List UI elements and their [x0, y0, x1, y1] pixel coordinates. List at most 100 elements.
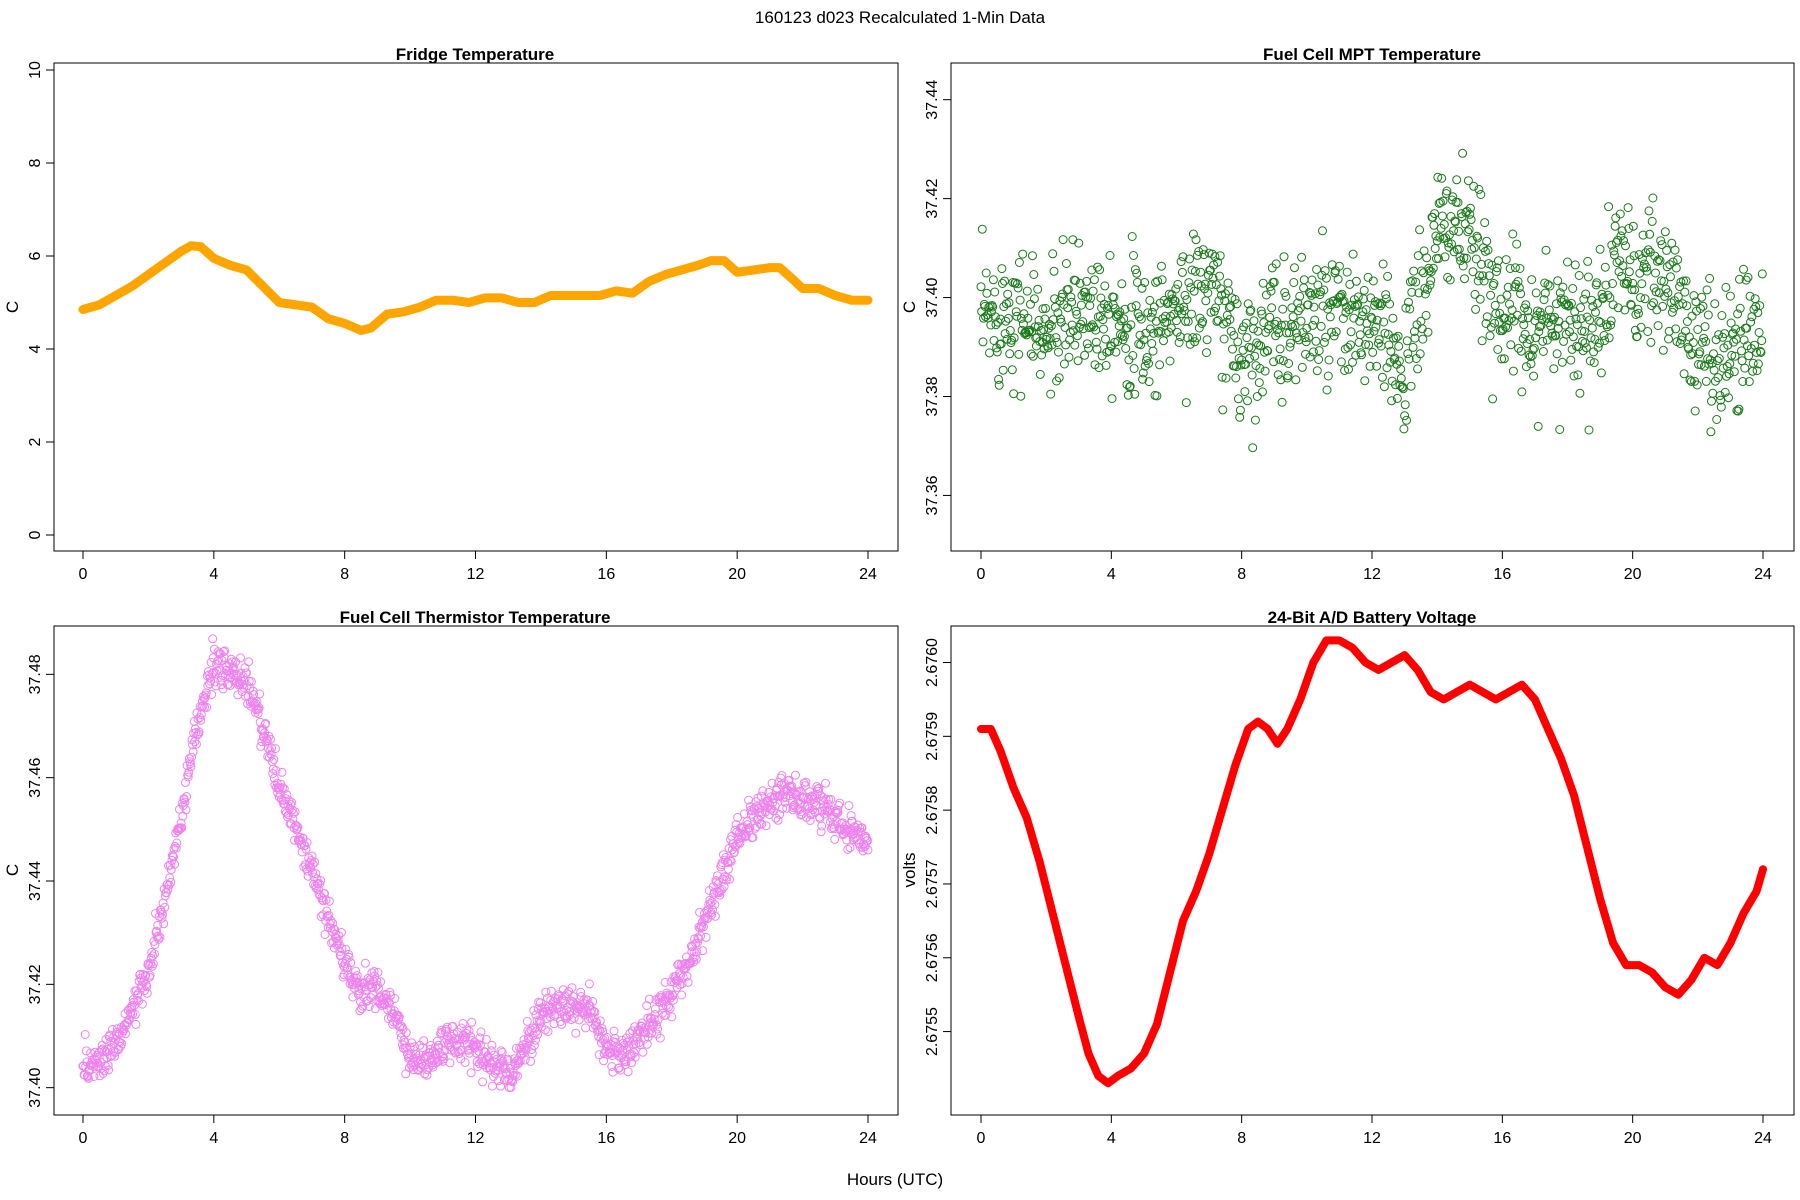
scatter-point [1475, 294, 1485, 304]
scatter-point [1660, 227, 1670, 237]
scatter-point [1381, 290, 1391, 300]
scatter-point [1149, 302, 1159, 312]
scatter-point [1247, 370, 1257, 380]
scatter-point [1125, 381, 1135, 391]
scatter-point [1129, 251, 1138, 260]
scatter-point [437, 1025, 447, 1035]
scatter-point [1470, 289, 1480, 299]
data-point [864, 296, 872, 304]
y-tick-label: 2 [27, 437, 44, 446]
scatter-point [1041, 303, 1050, 313]
data-point [733, 268, 741, 276]
scatter-point [1219, 334, 1229, 344]
scatter-point [1127, 302, 1136, 312]
scatter-point [246, 677, 256, 686]
scatter-point [1179, 306, 1189, 316]
scatter-point [1753, 308, 1763, 318]
scatter-point [1409, 266, 1419, 276]
data-point [1166, 969, 1174, 977]
scatter-point [1027, 327, 1037, 337]
scatter-point [652, 1020, 661, 1030]
scatter-point [1588, 302, 1598, 311]
data-point [1583, 843, 1591, 851]
scatter-point [543, 1027, 553, 1037]
scatter-point [103, 1061, 113, 1070]
scatter-point [1297, 252, 1307, 262]
scatter-point [267, 743, 277, 753]
scatter-point [1039, 344, 1049, 354]
scatter-point [1107, 394, 1117, 404]
scatter-point [1263, 346, 1273, 356]
y-tick-label: 37.40 [27, 1068, 44, 1108]
scatter-point [487, 1040, 497, 1050]
scatter-point [1467, 244, 1477, 254]
scatter-point [1636, 293, 1645, 303]
scatter-point [540, 1025, 550, 1035]
scatter-point [1589, 358, 1599, 368]
scatter-point [1128, 351, 1138, 360]
scatter-point [1395, 381, 1405, 390]
scatter-point [1743, 272, 1753, 282]
scatter-point [1748, 358, 1758, 368]
scatter-point [1000, 329, 1010, 339]
scatter-point [1404, 354, 1414, 364]
scatter-point [1353, 292, 1363, 302]
y-axis-label: volts [900, 853, 919, 888]
scatter-point [428, 1062, 438, 1072]
scatter-point [1712, 415, 1722, 424]
scatter-point [1048, 249, 1058, 259]
x-ticks: 0 4 8 12 16 20 24 [977, 1115, 1772, 1147]
scatter-point [1369, 326, 1379, 336]
scatter-point [1302, 323, 1312, 333]
scatter-point [153, 931, 163, 941]
scatter-point [237, 687, 247, 697]
x-tick-label: 4 [209, 1130, 218, 1147]
scatter-point [1529, 371, 1539, 381]
scatter-point [1053, 308, 1063, 318]
scatter-point [529, 1006, 539, 1016]
scatter-point [429, 1055, 439, 1065]
scatter-point [1300, 333, 1310, 343]
scatter-point [1715, 391, 1725, 401]
data-point [1264, 725, 1272, 733]
scatter-point [1301, 337, 1311, 347]
scatter-point [1638, 230, 1648, 240]
scatter-point [1648, 193, 1658, 203]
scatter-point [1132, 277, 1142, 287]
scatter-point [1414, 288, 1424, 298]
y-tick-label: 2.6755 [924, 1007, 941, 1056]
scatter-point [1729, 367, 1739, 377]
data-point [383, 310, 391, 318]
scatter-point [1070, 340, 1080, 350]
scatter-point [342, 963, 352, 973]
scatter-point [514, 1058, 524, 1068]
data-point [1531, 695, 1539, 703]
scatter-point [1137, 283, 1147, 293]
scatter-point [1516, 289, 1526, 299]
scatter-point [990, 287, 1000, 297]
scatter-point [257, 737, 267, 747]
scatter-point [1538, 336, 1548, 346]
scatter-point [419, 1036, 429, 1046]
scatter-point [1745, 291, 1755, 301]
scatter-point [1177, 309, 1187, 319]
scatter-point [324, 896, 334, 906]
scatter-point [750, 803, 760, 813]
scatter-point [1385, 299, 1395, 309]
scatter-point [588, 997, 598, 1006]
scatter-point [1448, 192, 1458, 202]
scatter-point [1304, 332, 1314, 342]
scatter-point [1740, 363, 1750, 373]
scatter-point [1301, 349, 1310, 359]
data-point [1094, 1072, 1102, 1080]
scatter-point [1250, 415, 1260, 425]
scatter-point [1130, 389, 1140, 399]
scatter-point [1371, 322, 1381, 332]
scatter-point [697, 921, 707, 931]
scatter-point [1662, 245, 1672, 255]
scatter-point [1482, 312, 1492, 322]
scatter-point [1026, 299, 1035, 309]
scatter-point [1497, 354, 1507, 364]
scatter-point [1514, 283, 1524, 293]
scatter-point [1175, 332, 1185, 342]
